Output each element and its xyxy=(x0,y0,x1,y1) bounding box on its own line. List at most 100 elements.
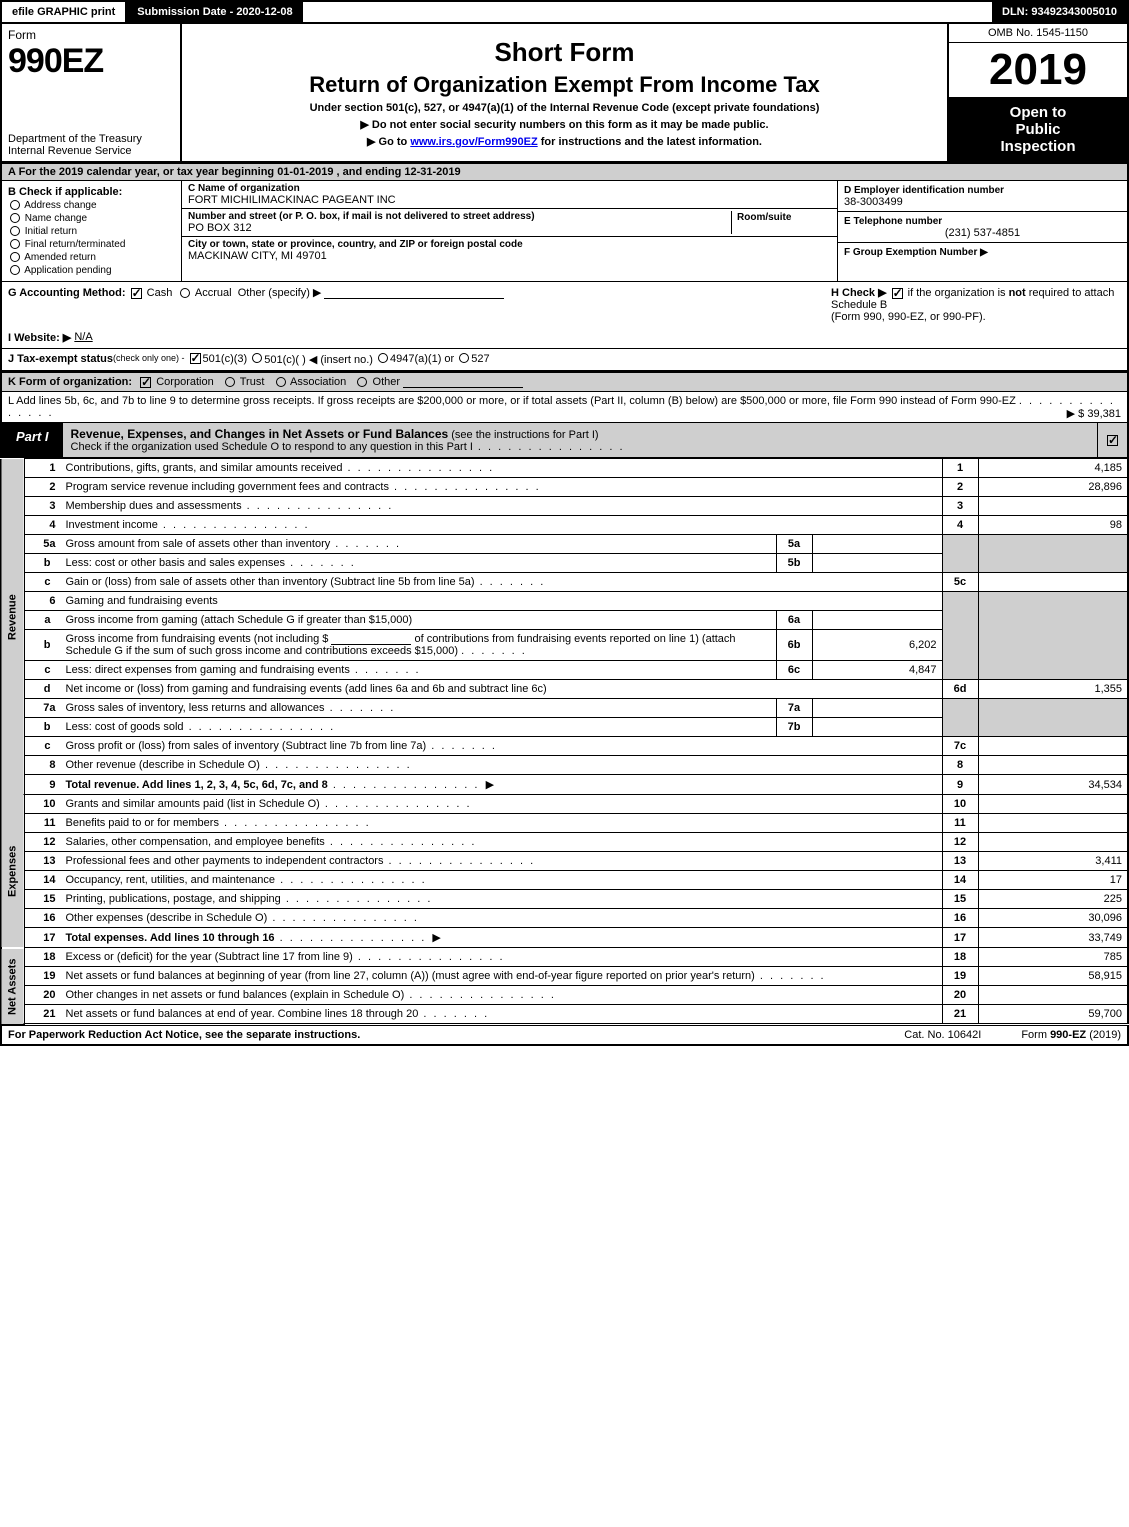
ln6b-fill[interactable] xyxy=(331,633,411,645)
f-lbl: F Group Exemption Number ▶ xyxy=(844,247,988,258)
ln18-n: 18 xyxy=(25,948,61,967)
footer-right: Form 990-EZ (2019) xyxy=(1021,1029,1121,1041)
ln21-box: 21 xyxy=(942,1005,978,1024)
ln19-d: Net assets or fund balances at beginning… xyxy=(66,970,826,982)
ln7a-mv xyxy=(812,699,942,718)
ln11-box: 11 xyxy=(942,814,978,833)
ln5c-d: Gain or (loss) from sale of assets other… xyxy=(66,576,546,588)
ln6b-d1: Gross income from fundraising events (no… xyxy=(66,633,329,645)
lbl-other: Other (specify) ▶ xyxy=(238,287,322,299)
ln6c-mv: 4,847 xyxy=(812,661,942,680)
footer-right-post: (2019) xyxy=(1086,1029,1121,1041)
ln12-d: Salaries, other compensation, and employ… xyxy=(66,836,477,848)
sidelabel-revenue: Revenue xyxy=(1,459,25,775)
cb-501c3[interactable] xyxy=(190,353,201,364)
ln15-d: Printing, publications, postage, and shi… xyxy=(66,893,433,905)
cb-cash[interactable] xyxy=(131,288,142,299)
ln1-d: Contributions, gifts, grants, and simila… xyxy=(66,462,495,474)
cb-trust[interactable] xyxy=(225,377,235,387)
cb-pending[interactable] xyxy=(10,265,20,275)
e-lbl: E Telephone number xyxy=(844,216,942,227)
ln2-v: 28,896 xyxy=(978,478,1128,497)
k-label: K Form of organization: xyxy=(8,376,132,388)
ln13-v: 3,411 xyxy=(978,852,1128,871)
h-text3: (Form 990, 990-EZ, or 990-PF). xyxy=(831,311,986,323)
ln6d-box: 6d xyxy=(942,680,978,699)
ln13-d: Professional fees and other payments to … xyxy=(66,855,536,867)
inspect-l3: Inspection xyxy=(953,138,1123,155)
cb-amended[interactable] xyxy=(10,252,20,262)
ln15-n: 15 xyxy=(25,890,61,909)
dln: DLN: 93492343005010 xyxy=(992,2,1127,22)
ln5a-mv xyxy=(812,535,942,554)
cb-address[interactable] xyxy=(10,200,20,210)
ln3-n: 3 xyxy=(25,497,61,516)
c-room-lbl: Room/suite xyxy=(737,212,791,223)
cb-4947[interactable] xyxy=(378,353,388,363)
lbl-4947: 4947(a)(1) or xyxy=(390,353,454,365)
ln8-box: 8 xyxy=(942,756,978,775)
row-k: K Form of organization: Corporation Trus… xyxy=(0,372,1129,392)
ln9-box: 9 xyxy=(942,775,978,795)
form-title: Return of Organization Exempt From Incom… xyxy=(190,72,939,98)
ln4-n: 4 xyxy=(25,516,61,535)
ln3-d: Membership dues and assessments xyxy=(66,500,394,512)
ln8-n: 8 xyxy=(25,756,61,775)
dept: Department of the Treasury Internal Reve… xyxy=(8,133,174,157)
ln6d-d: Net income or (loss) from gaming and fun… xyxy=(61,680,943,699)
efile-btn[interactable]: efile GRAPHIC print xyxy=(2,2,127,22)
ln7a-mid: 7a xyxy=(776,699,812,718)
ln5c-v xyxy=(978,573,1128,592)
kother-fill[interactable] xyxy=(403,376,523,388)
ln17-v: 33,749 xyxy=(978,928,1128,948)
cb-assoc[interactable] xyxy=(276,377,286,387)
lbl-initial: Initial return xyxy=(25,226,77,237)
footer: For Paperwork Reduction Act Notice, see … xyxy=(0,1025,1129,1046)
cb-initial[interactable] xyxy=(10,226,20,236)
ln6b-n: b xyxy=(25,630,61,661)
cb-501c[interactable] xyxy=(252,353,262,363)
ln1-v: 4,185 xyxy=(978,459,1128,478)
ln18-box: 18 xyxy=(942,948,978,967)
cb-h[interactable] xyxy=(892,288,903,299)
shade-7v xyxy=(978,699,1128,737)
ln2-n: 2 xyxy=(25,478,61,497)
c-name-val: FORT MICHILIMACKINAC PAGEANT INC xyxy=(188,194,831,206)
ln7b-d: Less: cost of goods sold xyxy=(66,721,336,733)
ln20-n: 20 xyxy=(25,986,61,1005)
dept-line1: Department of the Treasury xyxy=(8,133,142,145)
ln7c-box: 7c xyxy=(942,737,978,756)
cb-corp[interactable] xyxy=(140,377,151,388)
footer-mid: Cat. No. 10642I xyxy=(864,1029,1021,1041)
cb-part1[interactable] xyxy=(1107,435,1118,446)
ln6a-d: Gross income from gaming (attach Schedul… xyxy=(61,611,777,630)
header-left: Form 990EZ Department of the Treasury In… xyxy=(2,24,182,161)
cb-accrual[interactable] xyxy=(180,288,190,298)
ln1-box: 1 xyxy=(942,459,978,478)
ln4-box: 4 xyxy=(942,516,978,535)
part1-title-rest: (see the instructions for Part I) xyxy=(448,429,598,441)
other-fill[interactable] xyxy=(324,287,504,299)
i-val: N/A xyxy=(74,331,92,343)
irs-link[interactable]: www.irs.gov/Form990EZ xyxy=(410,136,537,148)
ln21-d: Net assets or fund balances at end of ye… xyxy=(66,1008,490,1020)
cb-kother[interactable] xyxy=(357,377,367,387)
ln3-box: 3 xyxy=(942,497,978,516)
cb-final[interactable] xyxy=(10,239,20,249)
row-h: H Check ▶ if the organization is not req… xyxy=(821,286,1121,323)
ln6-d: Gaming and fundraising events xyxy=(61,592,943,611)
ln7b-mv xyxy=(812,718,942,737)
h-text1: if the organization is xyxy=(908,287,1009,299)
ln4-v: 98 xyxy=(978,516,1128,535)
cb-name[interactable] xyxy=(10,213,20,223)
lbl-address: Address change xyxy=(24,200,96,211)
dept-line2: Internal Revenue Service xyxy=(8,145,132,157)
col-def: D Employer identification number 38-3003… xyxy=(837,181,1127,281)
part1-cbox-cell xyxy=(1097,423,1127,457)
ln19-n: 19 xyxy=(25,967,61,986)
ln7c-d: Gross profit or (loss) from sales of inv… xyxy=(66,740,497,752)
ln21-n: 21 xyxy=(25,1005,61,1024)
lbl-amended: Amended return xyxy=(24,252,96,263)
cb-527[interactable] xyxy=(459,353,469,363)
ln20-d: Other changes in net assets or fund bala… xyxy=(66,989,556,1001)
